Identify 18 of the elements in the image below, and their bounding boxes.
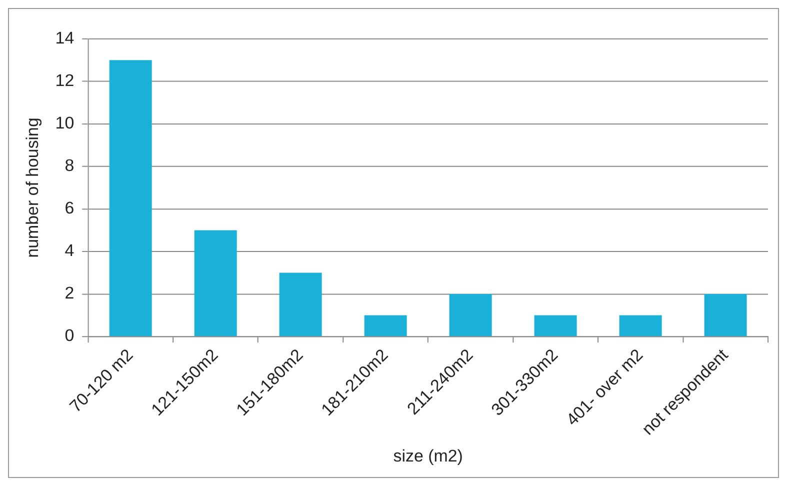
- bar: [449, 294, 492, 336]
- y-tick-label: 6: [64, 198, 74, 218]
- bar: [534, 315, 577, 336]
- y-tick-label: 12: [55, 71, 74, 90]
- y-tick-label: 0: [64, 326, 74, 346]
- bar: [619, 315, 662, 336]
- x-axis-title: size (m2): [393, 446, 463, 466]
- bar: [279, 272, 322, 336]
- bar: [364, 315, 407, 336]
- y-axis-title: number of housing: [22, 118, 42, 258]
- bar: [704, 294, 747, 336]
- bar: [109, 60, 152, 336]
- y-tick-label: 4: [64, 241, 74, 260]
- y-tick-label: 10: [55, 114, 74, 133]
- bar: [194, 230, 237, 336]
- y-tick-label: 2: [64, 284, 74, 303]
- y-tick-label: 8: [64, 156, 74, 176]
- y-tick-label: 14: [55, 28, 74, 48]
